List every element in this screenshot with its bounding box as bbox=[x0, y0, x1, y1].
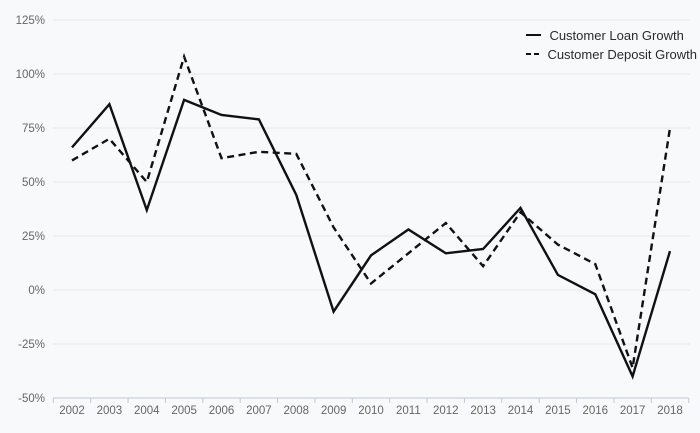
legend-label-loan: Customer Loan Growth bbox=[549, 27, 684, 43]
chart-legend: Customer Loan Growth Customer Deposit Gr… bbox=[526, 27, 697, 62]
x-tick-label: 2005 bbox=[171, 405, 197, 417]
x-tick-label: 2012 bbox=[433, 405, 459, 417]
y-tick-label: -50% bbox=[18, 393, 45, 405]
x-tick-label: 2003 bbox=[97, 405, 123, 417]
legend-item-customer-deposit-growth[interactable]: Customer Deposit Growth bbox=[526, 46, 697, 62]
x-tick-label: 2018 bbox=[657, 405, 683, 417]
x-tick-label: 2006 bbox=[209, 405, 235, 417]
y-tick-label: 75% bbox=[22, 123, 45, 135]
solid-line-icon bbox=[526, 33, 542, 37]
series-line-dashed bbox=[71, 52, 672, 369]
series-line-solid bbox=[71, 98, 672, 380]
x-tick-label: 2007 bbox=[246, 405, 272, 417]
y-tick-label: 0% bbox=[28, 285, 45, 297]
y-tick-label: 50% bbox=[22, 177, 45, 189]
x-tick-label: 2010 bbox=[358, 405, 384, 417]
y-tick-label: 25% bbox=[22, 231, 45, 243]
x-tick-label: 2015 bbox=[545, 405, 571, 417]
x-tick-label: 2016 bbox=[582, 405, 608, 417]
x-tick-label: 2009 bbox=[321, 405, 347, 417]
legend-item-customer-loan-growth[interactable]: Customer Loan Growth bbox=[526, 27, 697, 43]
x-tick-label: 2014 bbox=[508, 405, 534, 417]
y-tick-label: -25% bbox=[18, 339, 45, 351]
y-tick-label: 125% bbox=[16, 15, 45, 27]
x-tick-label: 2013 bbox=[470, 405, 496, 417]
x-tick-label: 2004 bbox=[134, 405, 160, 417]
legend-label-deposit: Customer Deposit Growth bbox=[547, 46, 697, 62]
x-tick-label: 2008 bbox=[283, 405, 309, 417]
x-tick-label: 2002 bbox=[59, 405, 85, 417]
dashed-line-icon bbox=[526, 52, 540, 56]
x-tick-label: 2017 bbox=[620, 405, 646, 417]
x-tick-label: 2011 bbox=[396, 405, 421, 417]
y-tick-label: 100% bbox=[16, 69, 45, 81]
